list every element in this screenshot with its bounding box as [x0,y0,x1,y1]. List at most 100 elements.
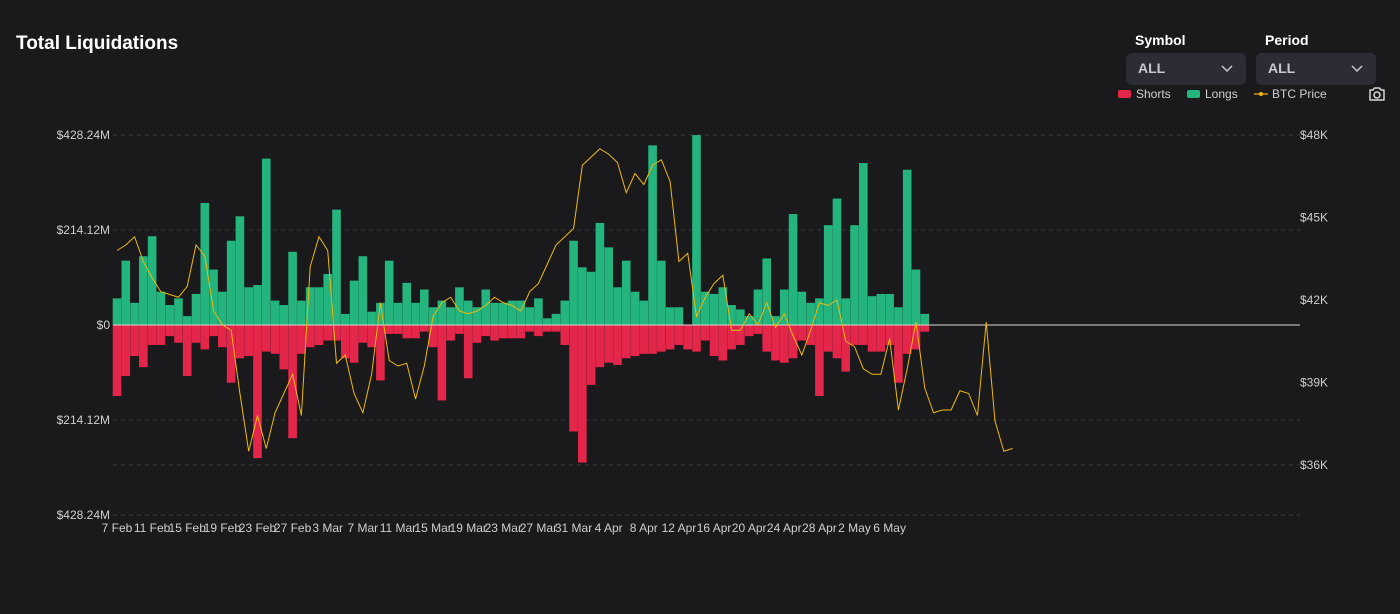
x-axis-tick-label: 19 Feb [204,521,242,535]
legend-item-shorts[interactable]: Shorts [1118,87,1171,101]
right-axis-tick-label: $39K [1300,376,1328,390]
x-axis-tick-label: 23 Feb [239,521,277,535]
longs-bar [806,302,815,325]
longs-bar [762,258,772,325]
longs-bar [209,269,218,325]
x-axis-tick-label: 20 Apr [732,521,767,535]
left-axis-tick-label: $428.24M [57,508,110,522]
shorts-bar [630,325,640,357]
shorts-bar [920,325,930,332]
shorts-bar [340,325,350,359]
shorts-bar [446,325,455,341]
longs-bar [542,318,552,325]
longs-bar [270,300,280,325]
shorts-bar [850,325,859,345]
longs-bar [630,291,640,325]
shorts-bar [226,325,236,383]
longs-bar [911,269,921,325]
longs-bar [384,260,394,325]
x-axis-tick-label: 15 Feb [169,521,207,535]
shorts-bar [481,325,491,337]
longs-bar [832,198,842,325]
shorts-bar [718,325,728,361]
longs-bar [841,298,851,325]
symbol-select[interactable]: ALL [1126,53,1246,85]
longs-bar [709,293,719,325]
shorts-bar [244,325,253,357]
longs-bar [200,202,210,325]
longs-bar [174,298,183,325]
shorts-bar [586,325,596,385]
longs-bar [244,287,253,325]
shorts-bar [911,325,921,350]
longs-bar [367,311,376,325]
longs-bar [727,305,736,325]
longs-bar [358,256,368,325]
shorts-bar [788,325,798,359]
shorts-bar [639,325,649,354]
legend-label-btc-price: BTC Price [1272,87,1327,101]
longs-bar [314,287,324,325]
longs-bar [253,285,262,325]
longs-bar [779,289,789,325]
shorts-bar [200,325,210,350]
longs-bar [455,287,464,325]
legend-item-btc-price[interactable]: BTC Price [1254,87,1327,101]
longs-bar [657,260,666,325]
longs-bar [621,260,631,325]
shorts-bar [261,325,271,352]
shorts-bar [323,325,333,341]
longs-bar [692,135,701,325]
shorts-bar [525,325,534,332]
longs-bar [850,225,859,325]
grid-lines [113,134,1300,516]
shorts-bar [279,325,289,370]
shorts-bar [393,325,403,334]
longs-bar [771,316,780,325]
shorts-bar [472,325,482,343]
legend-label-longs: Longs [1205,87,1238,101]
shorts-bar [700,325,710,341]
legend-item-longs[interactable]: Longs [1187,87,1238,101]
longs-bar [525,307,534,325]
shorts-bar [182,325,192,377]
longs-bar [261,158,271,325]
shorts-bar [753,325,763,334]
longs-bar [876,293,886,325]
x-axis-tick-label: 11 Mar [380,521,416,535]
shorts-bar [815,325,824,396]
shorts-bar [358,325,368,343]
longs-bar [226,240,236,325]
longs-bar [815,298,824,325]
x-axis-tick-label: 15 Mar [414,521,451,535]
longs-bar [648,145,657,325]
shorts-bar [121,325,131,377]
longs-bar [753,289,763,325]
shorts-bar [437,325,447,401]
longs-bar [323,273,333,325]
legend-swatch-shorts [1118,89,1131,98]
period-select[interactable]: ALL [1256,53,1376,85]
camera-icon[interactable] [1368,86,1386,107]
longs-bar [340,313,350,325]
shorts-bar [402,325,412,339]
longs-bar [112,298,122,325]
left-axis-tick-label: $0 [97,318,111,332]
shorts-bar [832,325,842,359]
right-axis-tick-label: $36K [1300,458,1328,472]
shorts-bar [876,325,886,352]
longs-bar [595,222,605,325]
period-select-value: ALL [1268,60,1296,76]
longs-bar [586,271,596,325]
x-axis-tick-label: 6 May [873,521,906,535]
x-axis-tick-label: 31 Mar [555,521,592,535]
longs-bar [235,216,245,325]
longs-bar [472,307,482,325]
x-axis-tick-label: 19 Mar [450,521,487,535]
longs-bar [130,302,139,325]
shorts-bar [736,325,745,345]
shorts-bar [727,325,736,350]
shorts-bar [604,325,613,363]
